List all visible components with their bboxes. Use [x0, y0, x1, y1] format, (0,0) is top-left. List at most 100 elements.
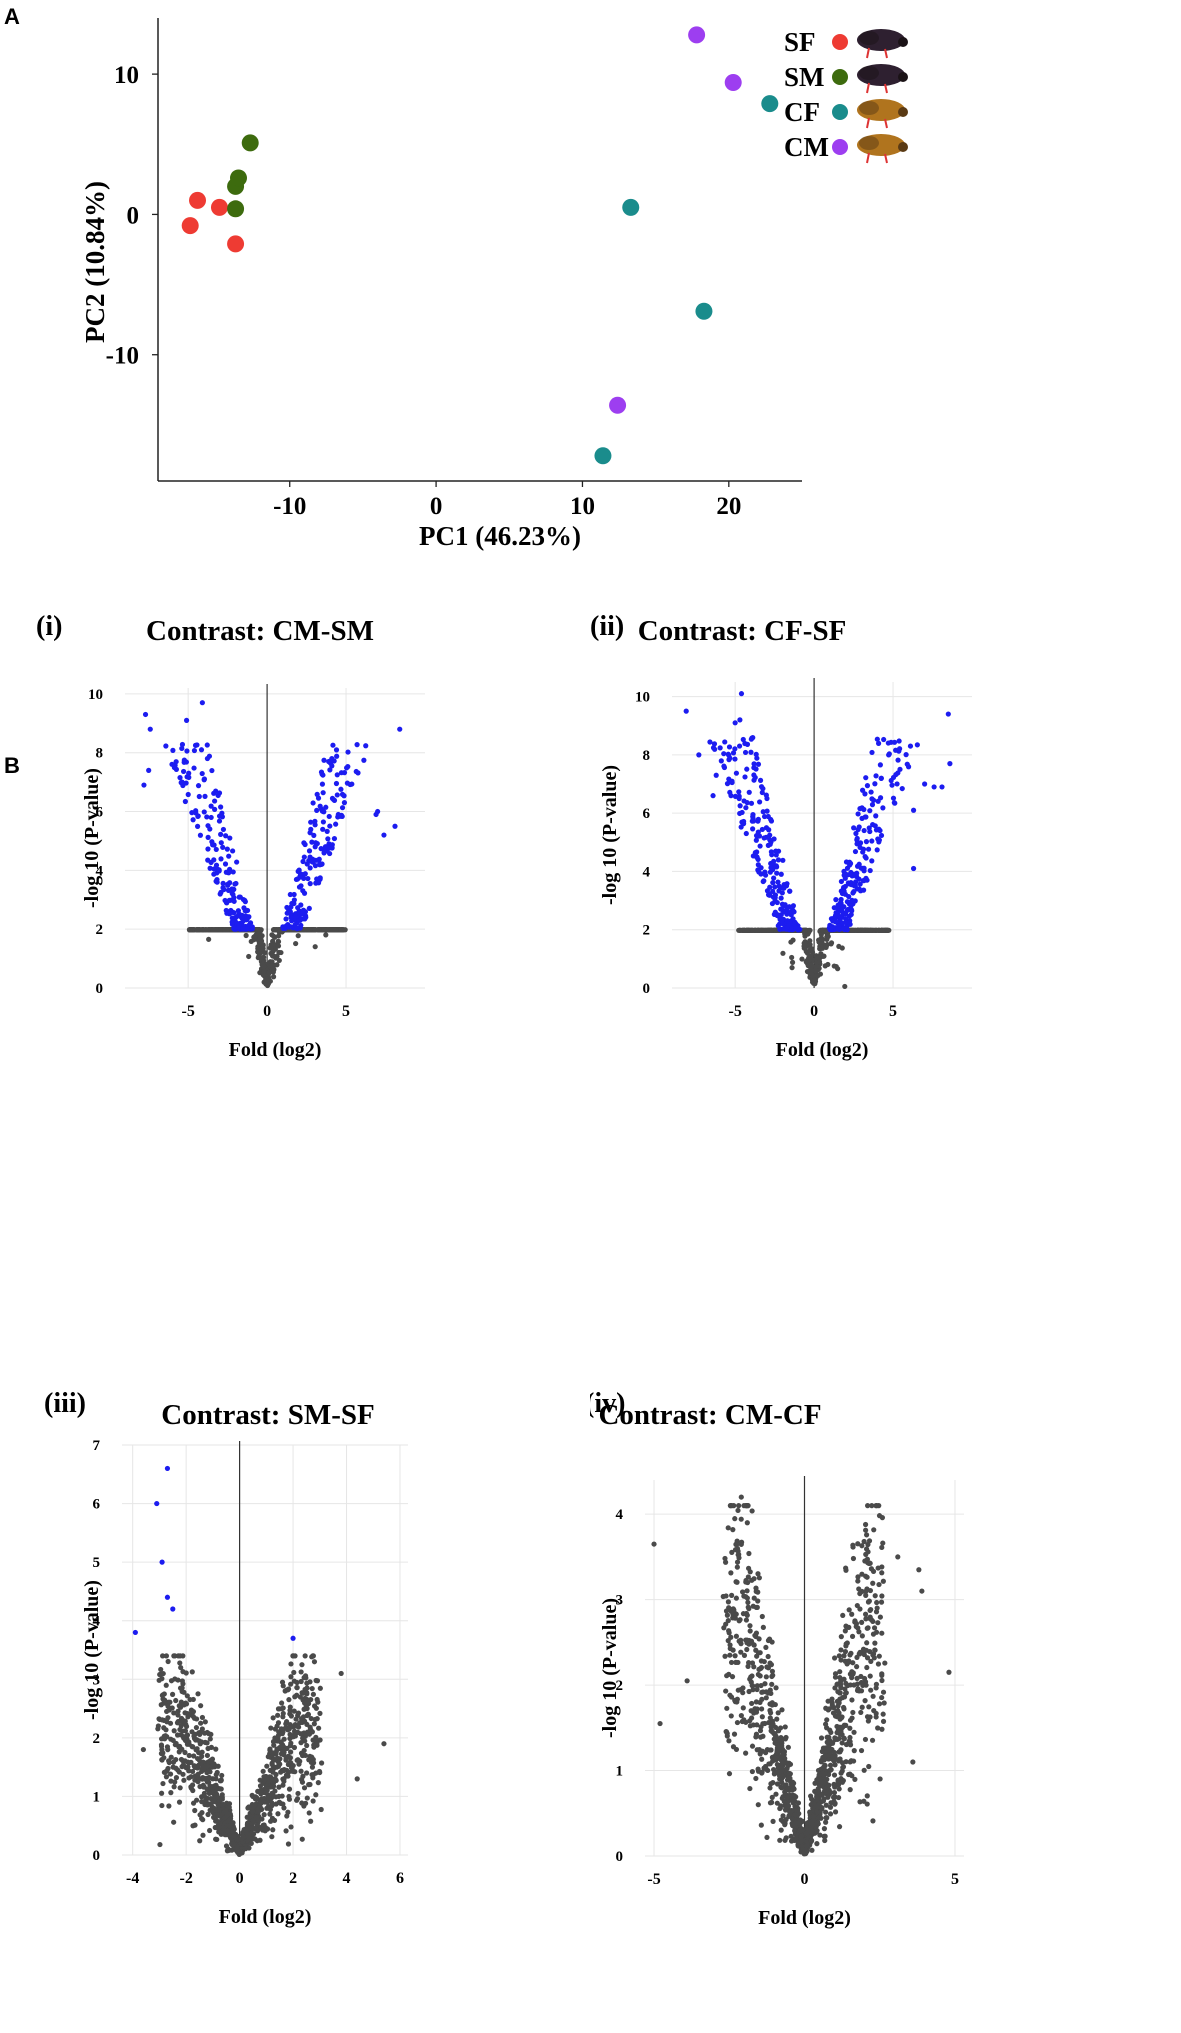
- data-point-nonsignificant: [766, 1761, 772, 1767]
- data-point-significant: [860, 849, 866, 855]
- data-point-nonsignificant: [310, 1653, 316, 1659]
- data-point-nonsignificant: [281, 1768, 287, 1774]
- data-point-significant: [891, 739, 898, 745]
- data-point-nonsignificant: [168, 1754, 174, 1760]
- data-point-nonsignificant: [780, 1750, 786, 1756]
- data-point-nonsignificant: [763, 1674, 769, 1680]
- data-point-nonsignificant: [785, 1762, 791, 1769]
- data-point-nonsignificant: [306, 927, 313, 933]
- data-point-nonsignificant: [844, 1661, 850, 1667]
- data-point-nonsignificant: [812, 1780, 818, 1786]
- data-point-nonsignificant: [807, 1810, 813, 1816]
- data-point-nonsignificant: [225, 1828, 231, 1834]
- data-point-significant: [782, 909, 788, 915]
- data-point-significant: [696, 752, 702, 758]
- data-point-cm: [609, 396, 627, 414]
- data-point-significant: [739, 809, 745, 816]
- data-point-nonsignificant: [812, 977, 818, 983]
- data-point-nonsignificant: [199, 1799, 205, 1805]
- data-point-significant: [189, 810, 195, 816]
- data-point-nonsignificant: [733, 1611, 739, 1617]
- data-point-nonsignificant: [263, 976, 269, 983]
- data-point-nonsignificant: [230, 1841, 236, 1847]
- data-point-nonsignificant: [863, 1682, 869, 1688]
- data-point-significant: [683, 708, 689, 714]
- data-point-nonsignificant: [752, 1706, 758, 1712]
- data-point-nonsignificant: [734, 1579, 740, 1585]
- data-point-nonsignificant: [734, 1559, 741, 1565]
- data-point-nonsignificant: [725, 1525, 731, 1531]
- data-point-nonsignificant: [847, 1734, 853, 1741]
- data-point-nonsignificant: [286, 1796, 293, 1802]
- data-point-nonsignificant: [279, 1700, 285, 1706]
- data-point-nonsignificant: [182, 1718, 188, 1724]
- data-point-nonsignificant: [864, 1793, 870, 1799]
- data-point-nonsignificant: [880, 1689, 887, 1695]
- data-point-nonsignificant: [275, 1732, 282, 1739]
- data-point-nonsignificant: [880, 1578, 886, 1584]
- data-point-significant: [324, 828, 330, 834]
- data-point-nonsignificant: [789, 954, 795, 961]
- data-point-cf: [594, 447, 612, 465]
- data-point-significant: [196, 793, 202, 800]
- data-point-significant: [761, 813, 768, 820]
- data-point-significant: [895, 770, 901, 776]
- data-point-nonsignificant: [288, 1824, 294, 1830]
- data-point-significant: [344, 780, 351, 786]
- data-point-nonsignificant: [722, 1559, 729, 1565]
- data-point-nonsignificant: [175, 1767, 181, 1773]
- data-point-nonsignificant: [730, 1744, 737, 1750]
- data-point-nonsignificant: [816, 1788, 822, 1794]
- data-point-nonsignificant: [729, 1592, 735, 1598]
- data-point-significant: [857, 840, 864, 846]
- y-tick-label: 5: [93, 1555, 101, 1571]
- data-point-significant: [756, 869, 762, 875]
- data-point-significant: [292, 913, 298, 920]
- data-point-nonsignificant: [741, 1503, 747, 1509]
- data-point-significant: [853, 830, 859, 837]
- data-point-nonsignificant: [214, 1812, 220, 1818]
- data-point-nonsignificant: [166, 1759, 172, 1766]
- data-point-nonsignificant: [787, 1775, 793, 1781]
- data-point-nonsignificant: [822, 1837, 828, 1844]
- data-point-significant: [755, 862, 761, 868]
- data-point-nonsignificant: [196, 1757, 202, 1763]
- data-point-nonsignificant: [187, 927, 194, 933]
- y-tick-label: 6: [96, 805, 104, 821]
- data-point-significant: [363, 743, 369, 749]
- data-point-significant: [344, 765, 350, 771]
- data-point-nonsignificant: [832, 1762, 838, 1768]
- data-point-nonsignificant: [755, 1571, 761, 1577]
- data-point-nonsignificant: [746, 1637, 752, 1644]
- data-point-nonsignificant: [879, 1694, 885, 1701]
- data-point-nonsignificant: [831, 963, 837, 969]
- data-point-significant: [763, 792, 769, 798]
- data-point-nonsignificant: [247, 1813, 253, 1819]
- data-point-nonsignificant: [290, 1734, 297, 1740]
- data-point-nonsignificant: [294, 1796, 301, 1802]
- data-point-nonsignificant: [821, 1826, 828, 1832]
- data-point-nonsignificant: [739, 1589, 746, 1595]
- data-point-nonsignificant: [807, 938, 813, 944]
- data-point-nonsignificant: [313, 1705, 319, 1711]
- data-point-nonsignificant: [171, 1728, 177, 1734]
- data-point-significant: [330, 742, 336, 748]
- data-point-significant: [947, 761, 953, 767]
- data-point-nonsignificant: [728, 1694, 735, 1700]
- data-point-significant: [707, 739, 713, 745]
- data-point-nonsignificant: [311, 1744, 317, 1750]
- data-point-nonsignificant: [872, 1593, 878, 1599]
- data-point-nonsignificant: [170, 1759, 177, 1765]
- data-point-significant: [730, 750, 737, 756]
- y-tick-label: 4: [96, 863, 104, 879]
- data-point-nonsignificant: [851, 1748, 857, 1754]
- data-point-nonsignificant: [314, 1716, 320, 1722]
- data-point-nonsignificant: [726, 1771, 733, 1777]
- data-point-nonsignificant: [832, 1735, 838, 1741]
- data-point-nonsignificant: [726, 1628, 732, 1634]
- y-axis-label: -log 10 (P-value): [599, 1598, 621, 1738]
- data-point-significant: [753, 751, 759, 757]
- data-point-nonsignificant: [879, 1677, 885, 1684]
- data-point-nonsignificant: [759, 1756, 765, 1762]
- data-point-significant: [317, 803, 323, 809]
